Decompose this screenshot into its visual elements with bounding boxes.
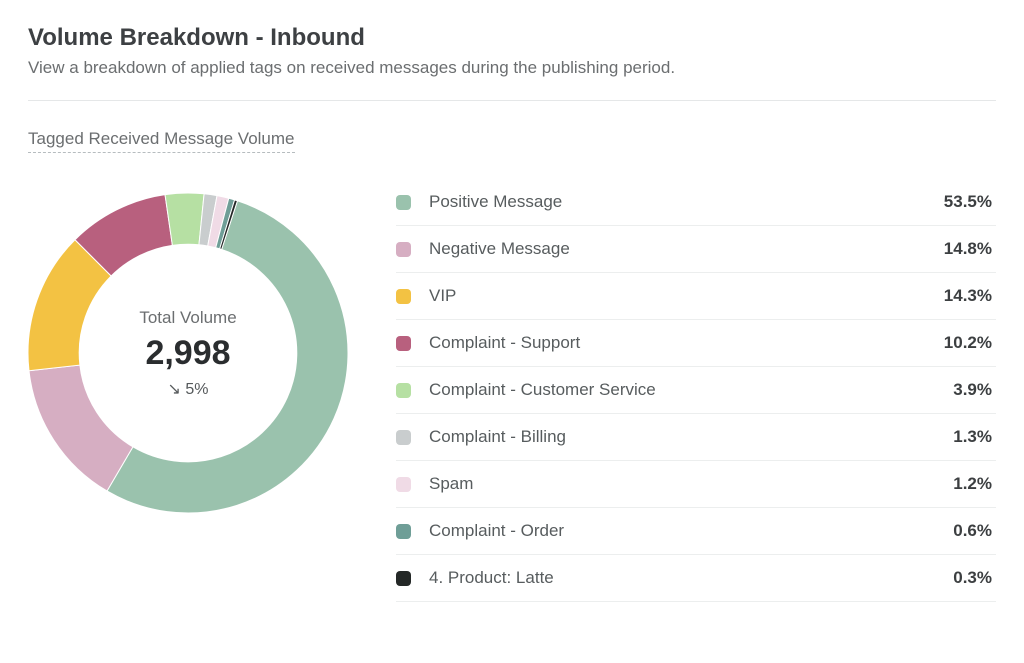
legend-label: Spam — [429, 474, 953, 494]
legend-row[interactable]: Complaint - Billing1.3% — [396, 414, 996, 461]
legend-row[interactable]: Complaint - Order0.6% — [396, 508, 996, 555]
legend-swatch — [396, 524, 411, 539]
legend-swatch — [396, 336, 411, 351]
legend-row[interactable]: Complaint - Customer Service3.9% — [396, 367, 996, 414]
legend-label: Complaint - Support — [429, 333, 944, 353]
legend-percent: 1.2% — [953, 474, 992, 494]
legend-percent: 0.6% — [953, 521, 992, 541]
donut-slice[interactable] — [29, 365, 133, 491]
legend-percent: 10.2% — [944, 333, 992, 353]
donut-slice[interactable] — [165, 193, 204, 245]
legend-percent: 3.9% — [953, 380, 992, 400]
legend-swatch — [396, 477, 411, 492]
legend-label: Complaint - Customer Service — [429, 380, 953, 400]
section-label: Tagged Received Message Volume — [28, 129, 295, 153]
legend-label: 4. Product: Latte — [429, 568, 953, 588]
legend-percent: 1.3% — [953, 427, 992, 447]
legend-percent: 0.3% — [953, 568, 992, 588]
divider — [28, 100, 996, 101]
legend-label: VIP — [429, 286, 944, 306]
legend-row[interactable]: Complaint - Support10.2% — [396, 320, 996, 367]
legend-label: Positive Message — [429, 192, 944, 212]
legend-percent: 53.5% — [944, 192, 992, 212]
legend-label: Complaint - Billing — [429, 427, 953, 447]
legend-percent: 14.8% — [944, 239, 992, 259]
legend-row[interactable]: Negative Message14.8% — [396, 226, 996, 273]
legend-row[interactable]: VIP14.3% — [396, 273, 996, 320]
page-subtitle: View a breakdown of applied tags on rece… — [28, 58, 996, 78]
legend-swatch — [396, 195, 411, 210]
legend-label: Complaint - Order — [429, 521, 953, 541]
legend-label: Negative Message — [429, 239, 944, 259]
legend-swatch — [396, 289, 411, 304]
header: Volume Breakdown - Inbound View a breakd… — [28, 24, 996, 78]
legend-swatch — [396, 242, 411, 257]
page-title: Volume Breakdown - Inbound — [28, 24, 996, 52]
legend-swatch — [396, 383, 411, 398]
legend-row[interactable]: Spam1.2% — [396, 461, 996, 508]
legend-swatch — [396, 430, 411, 445]
donut-svg — [28, 173, 348, 533]
content: Total Volume 2,998 ↘ 5% Positive Message… — [28, 173, 996, 602]
legend-swatch — [396, 571, 411, 586]
legend-row[interactable]: 4. Product: Latte0.3% — [396, 555, 996, 602]
legend-row[interactable]: Positive Message53.5% — [396, 179, 996, 226]
donut-chart: Total Volume 2,998 ↘ 5% — [28, 173, 348, 533]
legend-percent: 14.3% — [944, 286, 992, 306]
legend: Positive Message53.5%Negative Message14.… — [396, 173, 996, 602]
